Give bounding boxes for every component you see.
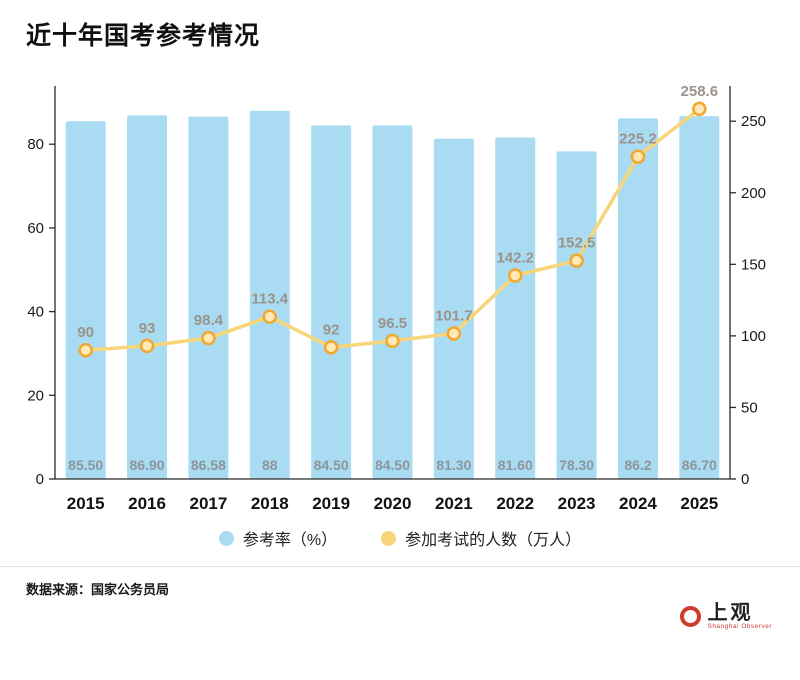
legend-item-count: 参加考试的人数（万人） xyxy=(381,526,581,550)
data-source-text: 数据来源：国家公务员局 xyxy=(26,582,170,597)
svg-text:200: 200 xyxy=(741,185,766,202)
legend-swatch-count-icon xyxy=(381,530,397,546)
logo-name: 上观 xyxy=(707,602,754,624)
svg-text:0: 0 xyxy=(741,471,749,488)
svg-text:90: 90 xyxy=(77,324,94,341)
shanghai-observer-logo: 上观 Shanghai Observer xyxy=(680,603,772,631)
svg-text:152.5: 152.5 xyxy=(558,235,596,252)
svg-text:2021: 2021 xyxy=(435,494,473,513)
svg-text:0: 0 xyxy=(36,471,44,488)
logo-text: 上观 Shanghai Observer xyxy=(707,603,772,631)
svg-text:81.30: 81.30 xyxy=(436,457,471,473)
svg-text:2015: 2015 xyxy=(67,494,105,513)
footer: 数据来源：国家公务员局 上观 Shanghai Observer xyxy=(0,567,800,663)
svg-text:2018: 2018 xyxy=(251,494,289,513)
legend-label-rate: 参考率（%） xyxy=(242,532,338,549)
chart-legend: 参考率（%） 参加考试的人数（万人） xyxy=(0,526,800,550)
svg-text:92: 92 xyxy=(323,321,340,338)
svg-text:84.50: 84.50 xyxy=(375,457,410,473)
svg-text:86.2: 86.2 xyxy=(624,457,651,473)
svg-text:2019: 2019 xyxy=(312,494,350,513)
svg-text:101.7: 101.7 xyxy=(435,307,473,324)
svg-text:84.50: 84.50 xyxy=(314,457,349,473)
svg-text:2023: 2023 xyxy=(558,494,596,513)
svg-text:88: 88 xyxy=(262,457,278,473)
logo-seal-icon xyxy=(680,606,702,628)
svg-text:225.2: 225.2 xyxy=(619,131,657,148)
svg-text:50: 50 xyxy=(741,399,758,416)
logo-subtitle: Shanghai Observer xyxy=(707,623,772,630)
svg-text:2016: 2016 xyxy=(128,494,166,513)
divider xyxy=(0,566,800,567)
legend-swatch-rate-icon xyxy=(218,530,234,546)
svg-text:113.4: 113.4 xyxy=(251,291,288,308)
svg-text:2020: 2020 xyxy=(374,494,412,513)
svg-text:86.58: 86.58 xyxy=(191,457,226,473)
legend-label-count: 参加考试的人数（万人） xyxy=(405,532,582,549)
combo-chart: 85.50 86.90 86.58 88 84.50 84.50 81.30 81.60 78.… xyxy=(27,83,766,513)
svg-text:80: 80 xyxy=(27,136,44,153)
svg-text:93: 93 xyxy=(139,320,156,337)
svg-text:2017: 2017 xyxy=(189,494,227,513)
svg-text:20: 20 xyxy=(27,387,44,404)
svg-text:150: 150 xyxy=(741,256,766,273)
svg-text:2025: 2025 xyxy=(680,494,718,513)
svg-text:96.5: 96.5 xyxy=(378,315,407,332)
svg-text:2024: 2024 xyxy=(619,494,657,513)
svg-text:60: 60 xyxy=(27,220,44,237)
svg-text:2022: 2022 xyxy=(496,494,534,513)
svg-text:250: 250 xyxy=(741,113,766,130)
svg-text:81.60: 81.60 xyxy=(498,457,533,473)
svg-text:78.30: 78.30 xyxy=(559,457,594,473)
svg-text:86.90: 86.90 xyxy=(130,457,165,473)
chart-title: 近十年国考参考情况 xyxy=(26,22,261,50)
svg-text:98.4: 98.4 xyxy=(194,312,224,329)
svg-text:40: 40 xyxy=(27,304,44,321)
svg-text:85.50: 85.50 xyxy=(68,457,103,473)
svg-text:258.6: 258.6 xyxy=(681,83,719,100)
svg-text:100: 100 xyxy=(741,328,766,345)
svg-text:142.2: 142.2 xyxy=(496,249,534,266)
svg-text:86.70: 86.70 xyxy=(682,457,717,473)
legend-item-rate: 参考率（%） xyxy=(218,526,338,550)
